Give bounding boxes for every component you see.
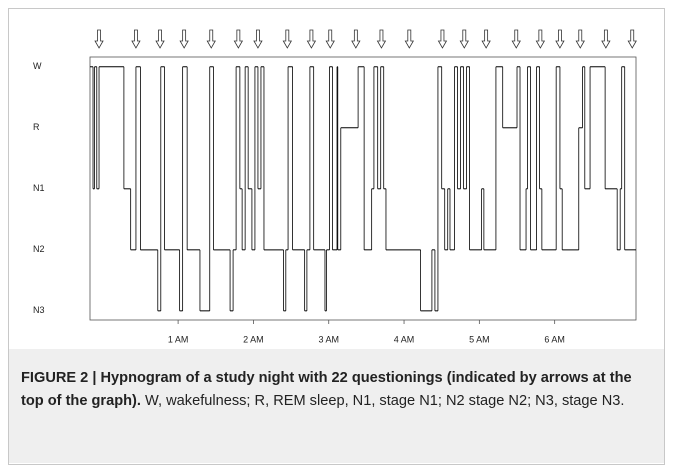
questioning-arrow <box>179 29 189 49</box>
plot-frame <box>89 56 637 321</box>
questioning-arrow <box>131 29 141 49</box>
questioning-arrow <box>155 29 165 49</box>
questioning-arrow <box>627 29 637 49</box>
questioning-arrow <box>282 29 293 49</box>
questioning-arrow <box>253 29 263 49</box>
y-tick-label: N1 <box>33 183 45 193</box>
chart: W R N1 N2 N3 1 AM 2 AM 3 AM 4 AM 5 AM 6 AM <box>33 29 637 344</box>
questioning-arrow <box>459 29 469 49</box>
questioning-arrow <box>206 29 216 49</box>
questioning-arrow <box>535 29 546 49</box>
questioning-arrow <box>511 29 521 49</box>
questioning-arrow <box>325 29 335 49</box>
questioning-arrow <box>94 29 104 49</box>
y-tick-label: N2 <box>33 244 45 254</box>
y-tick-label: W <box>33 61 42 71</box>
questioning-arrow <box>233 29 244 49</box>
questioning-arrow <box>306 29 317 49</box>
x-tick-label: 6 AM <box>544 334 565 344</box>
x-tick-label: 5 AM <box>469 334 490 344</box>
questioning-arrow <box>601 29 611 49</box>
caption-text: W, wakefulness; R, REM sleep, N1, stage … <box>145 392 625 409</box>
y-tick-label: R <box>33 122 40 132</box>
x-tick-label: 1 AM <box>168 334 189 344</box>
caption-bold: FIGURE 2 | Hypnogram of a study night wi… <box>21 370 632 409</box>
x-tick-label: 4 AM <box>394 334 415 344</box>
x-tick-label: 2 AM <box>243 334 264 344</box>
x-tick-label: 3 AM <box>318 334 339 344</box>
questioning-arrow <box>376 29 387 49</box>
questioning-arrow <box>481 29 491 49</box>
y-tick-label: N3 <box>33 305 45 315</box>
questioning-arrow <box>404 29 415 49</box>
questioning-arrow <box>351 29 361 49</box>
caption: FIGURE 2 | Hypnogram of a study night wi… <box>9 349 664 463</box>
questioning-arrow <box>437 29 448 49</box>
questioning-arrow <box>575 29 585 49</box>
questioning-arrow <box>555 29 565 49</box>
